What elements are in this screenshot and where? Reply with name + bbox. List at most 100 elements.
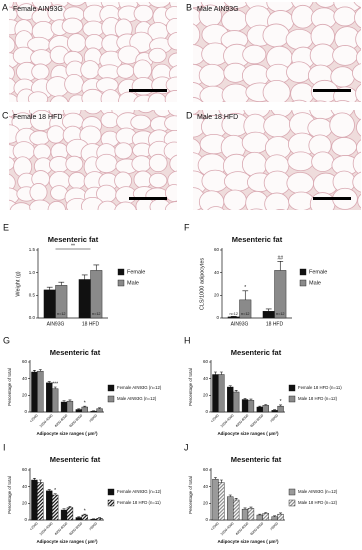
adipocyte [193,96,203,102]
adipocyte [27,91,49,102]
bar [247,400,255,413]
bar [96,518,103,521]
adipocyte [81,88,105,102]
error-bar [53,493,57,495]
adipocyte [355,83,361,102]
bar [37,370,44,413]
y-axis-title: Percentage of total [7,368,12,406]
adipocyte [147,92,167,102]
x-tick-label: 2000-4000 [39,522,54,537]
error-bar [83,405,87,407]
error-bar [77,516,81,518]
error-bar [230,316,237,317]
error-bar [213,371,217,375]
y-tick-label: 1.0 [29,270,36,275]
adipocyte [138,110,154,114]
bar [90,270,103,319]
bar [75,517,82,521]
y-tick-label: 20 [22,501,28,506]
x-tick-label: AIN93G [47,321,65,327]
adipocyte [262,80,291,102]
y-tick-label: 40 [22,376,28,381]
adipocyte [315,2,337,8]
adipocyte [356,139,361,157]
x-tick-label: <2000 [29,414,39,424]
error-bar [265,308,272,312]
error-bar [38,479,42,483]
adipocyte [31,63,50,80]
adipocyte [334,212,360,234]
adipocyte [357,193,361,209]
y-tick-label: 20 [214,293,220,298]
error-bar [279,512,283,515]
bar [277,405,284,413]
error-bar [47,489,51,491]
legend-swatch [107,384,115,392]
annotation: ## [277,256,283,262]
y-tick-label: 40 [203,376,209,381]
legend-swatch [107,499,115,507]
image-title: Female AIN93G [13,6,63,13]
y-tick-label: 20 [203,393,209,398]
adipocyte [114,201,137,210]
bar [271,516,278,521]
x-tick-label: 2000-4000 [220,414,235,429]
y-tick-label: 0 [24,409,27,414]
legend-label: Female AIN93G (n=12) [117,385,162,390]
error-bar [98,517,102,519]
bar [227,316,240,319]
histology-image [193,2,361,102]
adipocyte [95,153,118,174]
error-bar [243,397,247,400]
adipocyte [291,99,307,102]
error-bar [228,494,232,497]
error-bar [258,513,262,515]
adipocyte [164,115,177,132]
panel-label: G [3,335,10,345]
bar [256,514,264,521]
adipocyte [167,31,177,51]
legend-swatch [288,488,296,496]
y-tick-label: 0 [205,409,208,414]
y-tick-label: 60 [22,359,28,364]
panel-label: C [2,110,9,120]
adipocyte [165,184,177,202]
bar [75,409,82,413]
n-label: n=12 [57,312,66,316]
adipocyte [332,45,359,66]
error-bar [62,508,66,510]
legend-label: Male [309,280,321,286]
n-label: n=12 [92,312,101,316]
error-bar [98,407,102,409]
adipocyte [116,63,135,79]
adipocyte [352,151,361,176]
bar [212,478,219,521]
error-bar [228,385,232,387]
error-bar [38,369,42,372]
histology-image [193,110,361,234]
bar [218,482,225,521]
y-tick-label: 0 [216,315,219,320]
x-tick-label: >8000 [88,414,98,424]
chart-title: Mesenteric fat [50,348,101,357]
y-tick-label: 40 [214,270,220,275]
error-bar [264,404,268,406]
adipocyte [288,191,315,210]
legend-label: Female AIN93G (n=12) [117,489,162,494]
scale-bar [313,197,351,200]
error-bar [77,408,81,410]
y-axis-title: Percentage of total [188,476,193,514]
legend-label: Female [127,269,145,275]
x-tick-label: >8000 [269,414,279,424]
error-bar [249,506,253,509]
adipocyte [9,202,33,210]
adipocyte [61,17,84,35]
annotation: *** [52,381,58,387]
adipocyte [263,114,292,138]
adipocyte [164,201,177,210]
adipocyte [352,171,361,193]
error-bar [279,404,283,407]
bar [90,518,97,521]
error-bar [47,381,51,383]
adipocyte [9,93,20,102]
